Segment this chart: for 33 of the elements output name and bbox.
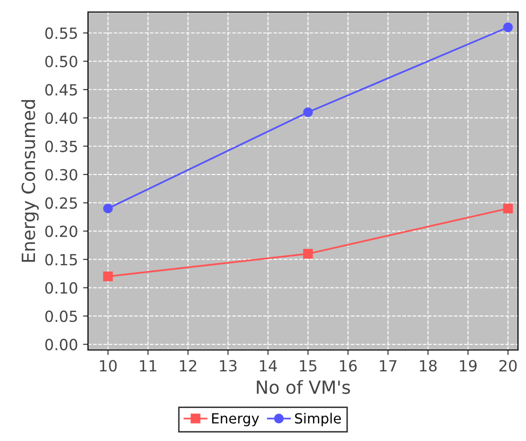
x-tick-label: 20 (499, 360, 517, 372)
y-tick-label: 0.25 (45, 197, 77, 209)
point (503, 22, 513, 32)
x-tick-label: 12 (180, 360, 196, 372)
y-tick-label: 0.40 (45, 112, 78, 124)
x-tick-label: 17 (380, 360, 396, 372)
x-tick-label: 16 (340, 360, 357, 372)
legend-label: Simple (295, 412, 341, 426)
y-tick-label: 0.20 (45, 226, 78, 238)
x-tick-label: 19 (460, 360, 477, 372)
point (303, 107, 313, 118)
x-tick-label: 14 (260, 360, 277, 372)
x-axis-title: No of VM's (256, 380, 350, 394)
point (103, 272, 113, 282)
y-tick-label: 0.35 (45, 140, 77, 152)
y-tick-label: 0.05 (45, 310, 77, 322)
y-tick-label: 0.10 (45, 282, 78, 294)
y-tick-label: 0.00 (45, 338, 78, 350)
y-tick-label: 0.30 (45, 168, 78, 181)
y-axis-title: Energy Consumed (21, 100, 39, 262)
y-tick-label: 0.55 (45, 27, 77, 39)
x-tick-label: 11 (140, 360, 156, 372)
point (303, 248, 313, 259)
point (503, 204, 513, 214)
y-tick-label: 0.50 (45, 56, 78, 68)
x-tick-label: 10 (100, 360, 117, 372)
x-tick-label: 13 (220, 360, 236, 372)
point (103, 204, 113, 214)
x-tick-label: 18 (420, 360, 437, 372)
x-tick-label: 15 (300, 360, 316, 372)
legend-label: Energy (212, 413, 260, 426)
y-tick-label: 0.15 (45, 254, 77, 266)
y-tick-label: 0.45 (45, 84, 77, 96)
